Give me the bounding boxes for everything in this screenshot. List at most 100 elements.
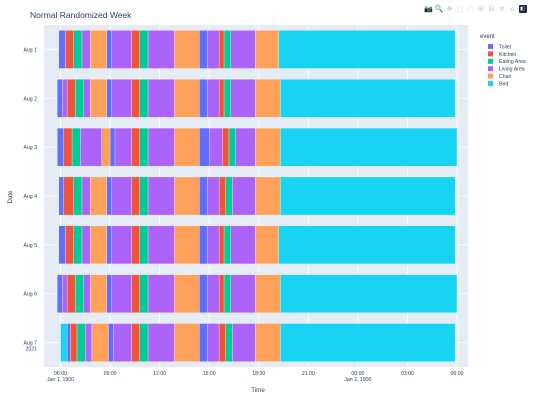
timeline-bar[interactable] <box>139 323 149 362</box>
camera-icon[interactable]: 📷 <box>424 5 433 13</box>
timeline-bar[interactable] <box>58 176 64 216</box>
timeline-bar[interactable] <box>73 176 83 216</box>
timeline-bar[interactable] <box>76 323 86 362</box>
timeline-bar[interactable] <box>230 79 256 118</box>
timeline-bar[interactable] <box>60 323 68 362</box>
legend-item[interactable]: Living Area <box>488 66 525 73</box>
timeline-bar[interactable] <box>280 79 456 118</box>
timeline-bar[interactable] <box>131 225 140 265</box>
timeline-bar[interactable] <box>114 127 132 167</box>
plotly-logo-icon[interactable]: ◧ <box>518 5 527 13</box>
timeline-bar[interactable] <box>131 176 140 216</box>
timeline-bar[interactable] <box>91 323 109 362</box>
timeline-bar[interactable] <box>199 127 210 167</box>
reset-axes-icon[interactable]: ⌂ <box>510 5 515 13</box>
timeline-bar[interactable] <box>111 30 132 69</box>
zoom-in-icon[interactable]: ⊞ <box>478 5 484 13</box>
timeline-bar[interactable] <box>83 79 91 118</box>
timeline-bar[interactable] <box>147 274 175 313</box>
timeline-bar[interactable] <box>235 127 256 167</box>
timeline-bar[interactable] <box>63 127 73 167</box>
timeline-bar[interactable] <box>62 79 68 118</box>
timeline-bar[interactable] <box>174 30 200 69</box>
legend-item[interactable]: Kitchen <box>488 51 516 58</box>
timeline-bar[interactable] <box>255 127 281 167</box>
timeline-bar[interactable] <box>278 30 456 69</box>
timeline-bar[interactable] <box>131 127 140 167</box>
timeline-bar[interactable] <box>73 225 83 265</box>
timeline-bar[interactable] <box>280 323 456 362</box>
timeline-bar[interactable] <box>139 225 149 265</box>
timeline-bar[interactable] <box>225 176 233 216</box>
timeline-bar[interactable] <box>207 176 220 216</box>
timeline-bar[interactable] <box>106 30 112 69</box>
timeline-bar[interactable] <box>90 274 107 313</box>
timeline-bar[interactable] <box>199 323 208 362</box>
timeline-bar[interactable] <box>81 176 91 216</box>
timeline-bar[interactable] <box>66 323 71 362</box>
zoom-icon[interactable]: 🔍 <box>434 5 444 13</box>
timeline-bar[interactable] <box>147 176 175 216</box>
timeline-bar[interactable] <box>207 323 220 362</box>
timeline-bar[interactable] <box>199 30 208 69</box>
timeline-bar[interactable] <box>174 225 200 265</box>
timeline-bar[interactable] <box>131 30 140 69</box>
timeline-bar[interactable] <box>218 176 226 216</box>
autoscale-icon[interactable]: ✕ <box>499 5 505 13</box>
timeline-bar[interactable] <box>232 176 256 216</box>
timeline-bar[interactable] <box>222 127 230 167</box>
legend-item[interactable]: Eating Area <box>488 58 526 65</box>
timeline-bar[interactable] <box>81 30 91 69</box>
timeline-bar[interactable] <box>106 274 112 313</box>
timeline-bar[interactable] <box>57 274 63 313</box>
timeline-bar[interactable] <box>139 176 149 216</box>
timeline-bar[interactable] <box>255 79 281 118</box>
timeline-bar[interactable] <box>199 274 208 313</box>
timeline-bar[interactable] <box>71 127 81 167</box>
timeline-bar[interactable] <box>230 274 256 313</box>
timeline-bar[interactable] <box>58 225 66 265</box>
timeline-bar[interactable] <box>57 127 64 167</box>
timeline-bar[interactable] <box>111 176 132 216</box>
timeline-bar[interactable] <box>232 323 256 362</box>
timeline-bar[interactable] <box>90 30 107 69</box>
timeline-bar[interactable] <box>106 176 112 216</box>
timeline-bar[interactable] <box>70 323 78 362</box>
timeline-bar[interactable] <box>223 274 231 313</box>
legend-item[interactable]: Toilet <box>488 44 512 50</box>
timeline-bar[interactable] <box>199 79 208 118</box>
timeline-bar[interactable] <box>147 127 175 167</box>
timeline-bar[interactable] <box>83 274 91 313</box>
timeline-bar[interactable] <box>255 225 279 265</box>
timeline-bar[interactable] <box>218 30 225 69</box>
timeline-bar[interactable] <box>75 79 84 118</box>
timeline-bar[interactable] <box>139 127 149 167</box>
legend-item[interactable]: Chair <box>488 73 512 80</box>
timeline-bar[interactable] <box>90 176 107 216</box>
timeline-bar[interactable] <box>174 274 200 313</box>
timeline-bar[interactable] <box>90 79 107 118</box>
timeline-bar[interactable] <box>147 225 175 265</box>
timeline-bar[interactable] <box>63 176 74 216</box>
timeline-bar[interactable] <box>278 225 456 265</box>
timeline-bar[interactable] <box>139 30 149 69</box>
timeline-bar[interactable] <box>230 30 256 69</box>
timeline-bar[interactable] <box>111 79 132 118</box>
timeline-bar[interactable] <box>174 127 200 167</box>
timeline-bar[interactable] <box>109 127 116 167</box>
timeline-bar[interactable] <box>209 127 223 167</box>
timeline-bar[interactable] <box>65 225 74 265</box>
timeline-bar[interactable] <box>218 225 225 265</box>
timeline-bar[interactable] <box>174 79 200 118</box>
timeline-bar[interactable] <box>207 225 220 265</box>
timeline-bar[interactable] <box>199 225 208 265</box>
timeline-bar[interactable] <box>230 225 256 265</box>
timeline-bar[interactable] <box>207 274 220 313</box>
timeline-bar[interactable] <box>218 79 225 118</box>
timeline-bar[interactable] <box>280 176 456 216</box>
timeline-bar[interactable] <box>106 225 112 265</box>
timeline-bar[interactable] <box>280 274 458 313</box>
timeline-bar[interactable] <box>207 30 220 69</box>
zoom-out-icon[interactable]: ⊟ <box>488 5 495 13</box>
timeline-bar[interactable] <box>280 127 458 167</box>
